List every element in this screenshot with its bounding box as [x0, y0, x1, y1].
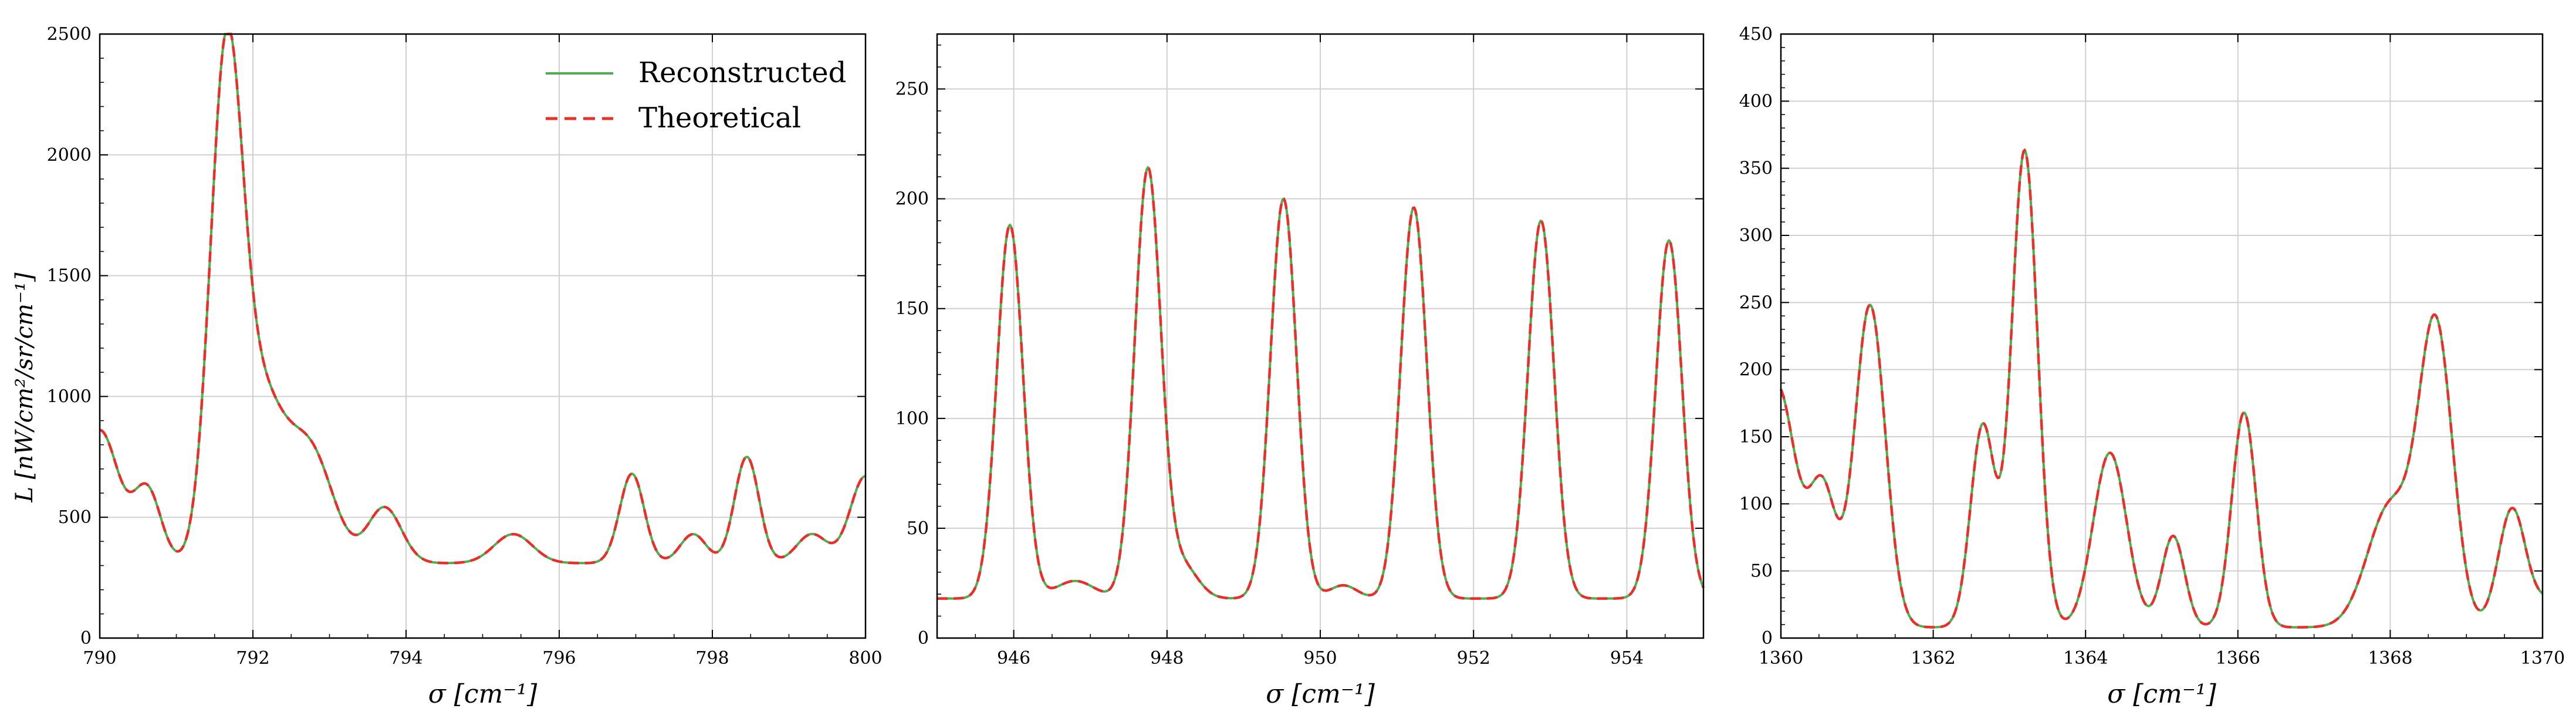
- plot-frame: [936, 33, 1705, 639]
- y-tick-label: 50: [1750, 561, 1773, 582]
- y-tick-label: 2000: [47, 145, 92, 166]
- legend-label-reconstructed: Reconstructed: [638, 56, 846, 89]
- y-tick-label: 350: [1739, 158, 1773, 179]
- y-tick-label: 100: [1739, 494, 1773, 514]
- y-tick-label: 200: [1739, 360, 1773, 380]
- y-tick-label: 2500: [47, 24, 92, 45]
- x-tick-label: 796: [542, 648, 576, 669]
- legend: Reconstructed Theoretical: [546, 56, 846, 134]
- x-tick-label: 790: [83, 648, 116, 669]
- x-tick-label: 798: [695, 648, 729, 669]
- y-tick-label: 250: [1739, 292, 1773, 313]
- chart-panel-1: 790 792 794 796 798 800 0 500 1000 1500 2000 2500 σ …: [47, 24, 883, 709]
- y-tick-label: 1000: [47, 386, 92, 407]
- y-tick-label: 0: [918, 628, 929, 649]
- x-tick-label: 794: [389, 648, 422, 669]
- x-tick-label: 1370: [2520, 648, 2565, 669]
- y-tick-label: 200: [895, 189, 929, 210]
- x-tick-label: 950: [1303, 648, 1337, 669]
- y-tick-label: 150: [895, 299, 929, 319]
- x-tick-label: 954: [1610, 648, 1644, 669]
- y-axis-label-text: L [nW/cm²/sr/cm⁻¹]: [11, 272, 38, 503]
- x-tick-label: 1362: [1911, 648, 1955, 669]
- x-tick-label: 948: [1150, 648, 1184, 669]
- y-tick-label: 0: [1762, 628, 1773, 649]
- x-tick-label: 800: [848, 648, 882, 669]
- y-tick-label: 400: [1739, 91, 1773, 112]
- x-axis-label: σ [cm⁻¹]: [428, 679, 537, 709]
- y-tick-label: 0: [80, 628, 92, 649]
- legend-label-theoretical: Theoretical: [638, 102, 801, 134]
- series-line-theoretical: [1779, 148, 2544, 629]
- plot-frame: [1780, 33, 2544, 639]
- x-tick-label: 1368: [2368, 648, 2412, 669]
- x-tick-label: 952: [1457, 648, 1490, 669]
- series-line-theoretical: [937, 166, 1705, 600]
- chart-panel-2: 946 948 950 952 954 0 50 100 150 200 250 σ [cm⁻¹]: [895, 33, 1705, 709]
- x-tick-label: 1360: [1759, 648, 1803, 669]
- y-tick-label: 1500: [47, 266, 92, 286]
- x-tick-label: 946: [997, 648, 1030, 669]
- chart-panel-3: 1360 1362 1364 1366 1368 1370 0 50 100 150 200 250 3…: [1739, 24, 2565, 709]
- y-tick-label: 300: [1739, 225, 1773, 246]
- y-tick-label: 450: [1739, 24, 1773, 45]
- y-tick-label: 50: [907, 518, 929, 539]
- y-tick-label: 150: [1739, 427, 1773, 447]
- x-axis-label: σ [cm⁻¹]: [2107, 679, 2216, 709]
- plot-frame: [99, 33, 867, 639]
- chart-panels: 790 792 794 796 798 80005001000150020002500σ …: [47, 24, 2565, 709]
- x-tick-label: 1364: [2063, 648, 2108, 669]
- y-axis-label: L [nW/cm²/sr/cm⁻¹]: [11, 272, 38, 503]
- x-tick-label: 792: [236, 648, 269, 669]
- y-tick-label: 250: [895, 79, 929, 100]
- y-tick-label: 500: [58, 507, 92, 528]
- x-axis-label: σ [cm⁻¹]: [1266, 679, 1375, 709]
- x-tick-label: 1366: [2216, 648, 2260, 669]
- y-tick-label: 100: [895, 409, 929, 429]
